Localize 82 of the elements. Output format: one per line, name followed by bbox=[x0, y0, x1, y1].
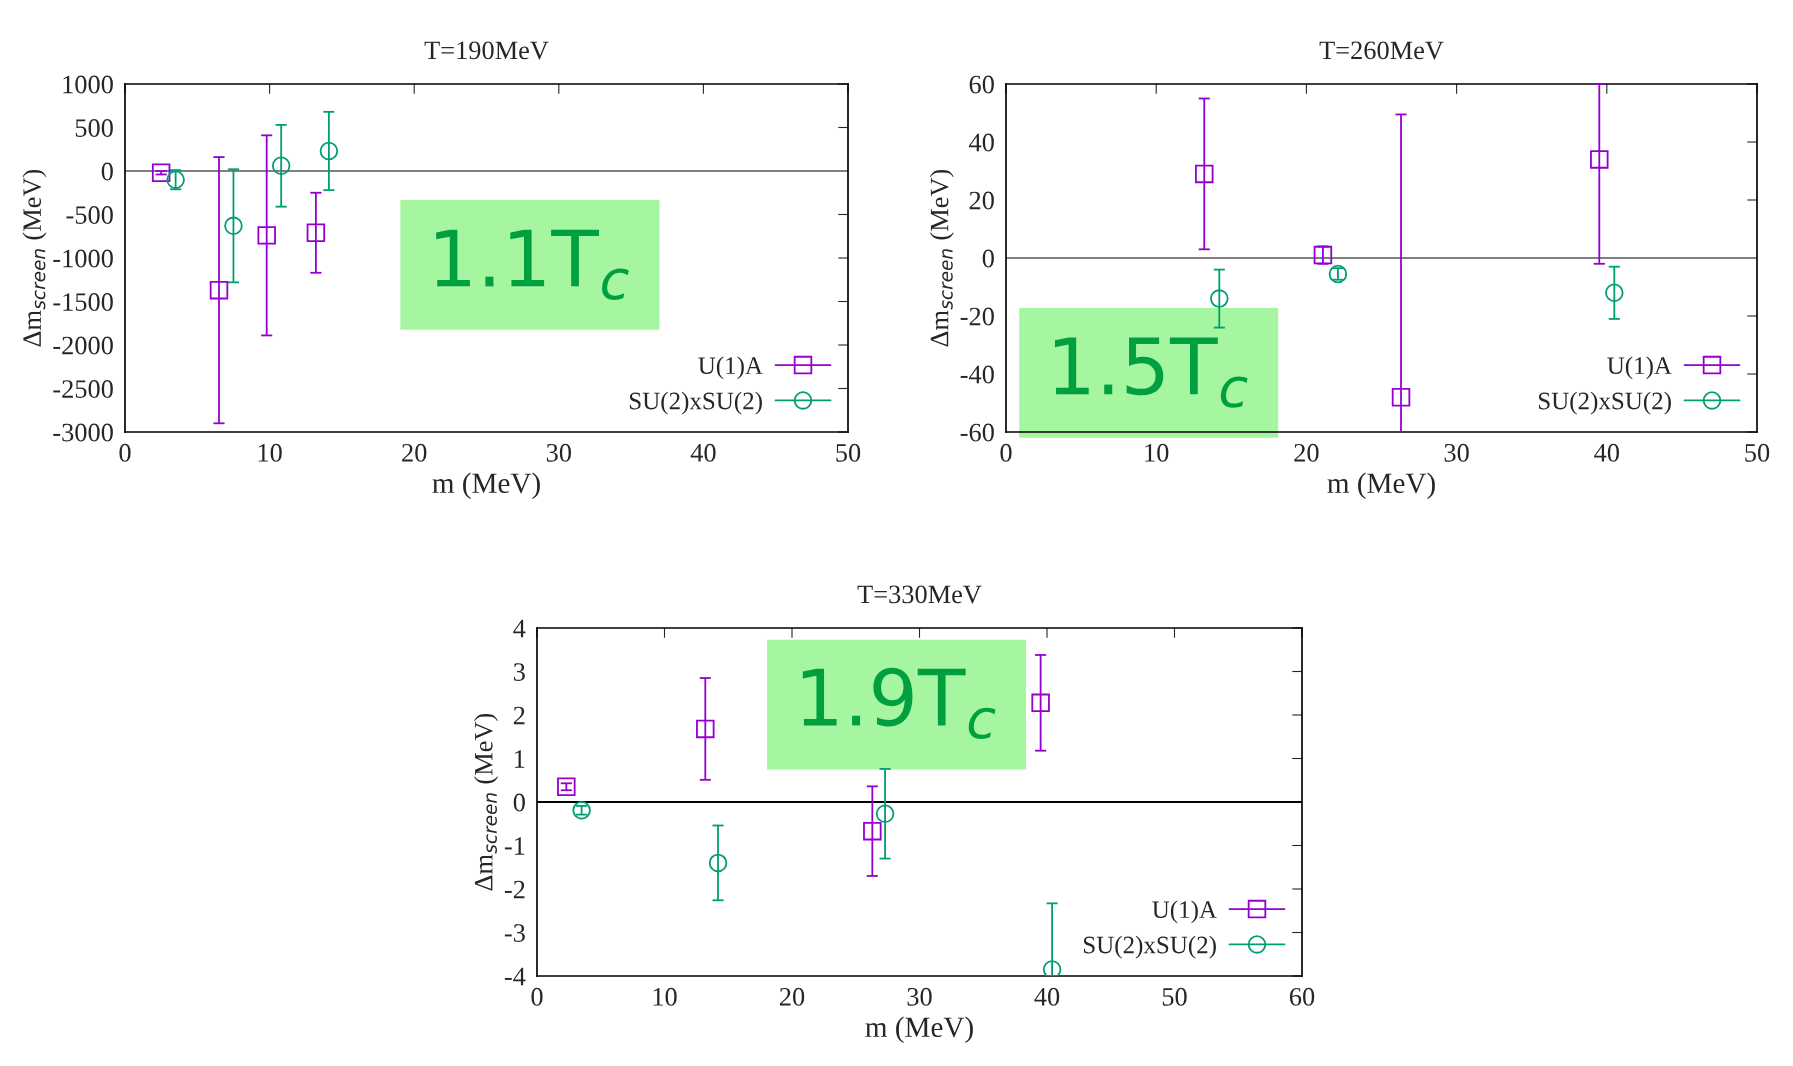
y-tick-label: -500 bbox=[66, 206, 113, 224]
point bbox=[1042, 960, 1062, 976]
x-tick-label: 30 bbox=[1444, 443, 1469, 462]
legend-label: U(1)A bbox=[1607, 356, 1672, 380]
point bbox=[271, 156, 291, 176]
point bbox=[1605, 283, 1624, 303]
chart-title: T=330MeV bbox=[857, 585, 982, 604]
x-axis-title: m (MeV) bbox=[1327, 472, 1435, 500]
x-tick-label: 20 bbox=[1294, 443, 1319, 462]
y-axis-title: Δm$_{screen}$ (MeV) bbox=[929, 169, 954, 347]
x-tick-label: 50 bbox=[836, 443, 861, 462]
x-tick-label: 20 bbox=[779, 987, 805, 1006]
legend-label: U(1)A bbox=[1152, 900, 1217, 924]
y-tick-label: -3000 bbox=[53, 423, 113, 442]
point bbox=[319, 141, 339, 161]
legend-label: SU(2)xSU(2) bbox=[1538, 391, 1671, 415]
y-tick-label: 1 bbox=[515, 750, 525, 768]
point bbox=[257, 226, 276, 245]
point bbox=[1210, 289, 1229, 308]
x-tick-label: 60 bbox=[1289, 987, 1315, 1006]
y-tick-label: 0 bbox=[513, 793, 525, 812]
point bbox=[863, 821, 882, 841]
y-axis-title: Δm$_{screen}$ (MeV) bbox=[474, 713, 499, 891]
y-tick-label: 60 bbox=[969, 75, 994, 94]
y-tick-label: 20 bbox=[969, 191, 994, 210]
x-tick-label: 10 bbox=[258, 443, 282, 462]
point bbox=[306, 223, 326, 243]
y-tick-label: -60 bbox=[960, 423, 994, 442]
y-axis-title: Δm$_{screen}$ (MeV) bbox=[22, 169, 47, 347]
x-tick-label: 40 bbox=[1034, 987, 1060, 1006]
legend-label: SU(2)xSU(2) bbox=[1083, 935, 1216, 959]
x-tick-label: 10 bbox=[1145, 443, 1169, 462]
point bbox=[557, 777, 576, 797]
y-tick-label: -1 bbox=[504, 837, 525, 855]
y-tick-label: -1500 bbox=[53, 293, 113, 311]
x-tick-label: 0 bbox=[531, 987, 543, 1006]
x-tick-label: 50 bbox=[1745, 443, 1770, 462]
point bbox=[875, 804, 895, 823]
y-tick-label: -20 bbox=[960, 307, 994, 326]
x-tick-label: 40 bbox=[690, 443, 716, 462]
x-tick-label: 0 bbox=[1000, 443, 1012, 462]
y-tick-label: -1000 bbox=[53, 249, 113, 268]
point bbox=[209, 280, 229, 300]
y-tick-label: 0 bbox=[101, 162, 113, 181]
x-tick-label: 50 bbox=[1162, 987, 1187, 1006]
y-tick-label: -2500 bbox=[53, 380, 113, 398]
x-axis-title: m (MeV) bbox=[865, 1016, 973, 1044]
point bbox=[224, 216, 243, 236]
point bbox=[1031, 693, 1050, 713]
point bbox=[696, 719, 715, 739]
x-tick-label: 0 bbox=[119, 443, 131, 462]
x-tick-label: 40 bbox=[1594, 443, 1619, 462]
x-tick-label: 30 bbox=[907, 987, 932, 1006]
y-tick-label: -2 bbox=[504, 880, 525, 899]
point bbox=[151, 163, 171, 182]
y-tick-label: 3 bbox=[513, 663, 525, 681]
point bbox=[1590, 150, 1609, 169]
point bbox=[572, 801, 591, 820]
legend-label: SU(2)xSU(2) bbox=[629, 391, 762, 415]
x-axis-title: m (MeV) bbox=[432, 472, 540, 500]
annotation: 1.5T$_{c}$ bbox=[1054, 337, 1248, 408]
y-tick-label: 2 bbox=[513, 706, 525, 725]
y-tick-label: 500 bbox=[75, 119, 113, 137]
annotation: 1.9T$_{c}$ bbox=[802, 667, 996, 739]
point bbox=[708, 853, 728, 873]
y-tick-label: -40 bbox=[960, 365, 994, 384]
y-tick-label: 4 bbox=[513, 619, 526, 638]
chart-title: T=190MeV bbox=[424, 41, 549, 60]
x-tick-label: 30 bbox=[546, 443, 571, 462]
annotation: 1.1T$_{c}$ bbox=[436, 229, 629, 300]
y-tick-label: -2000 bbox=[53, 336, 113, 355]
x-tick-label: 20 bbox=[402, 443, 427, 462]
y-tick-label: 40 bbox=[969, 133, 994, 152]
y-tick-label: 0 bbox=[982, 249, 994, 268]
y-tick-label: -4 bbox=[504, 967, 526, 986]
y-tick-label: 1000 bbox=[63, 75, 113, 94]
y-tick-label: -3 bbox=[504, 924, 525, 942]
point bbox=[1195, 164, 1214, 184]
chart-title: T=260MeV bbox=[1319, 41, 1444, 60]
point bbox=[1391, 387, 1411, 407]
legend-label: U(1)A bbox=[698, 356, 763, 380]
x-tick-label: 10 bbox=[653, 987, 677, 1006]
